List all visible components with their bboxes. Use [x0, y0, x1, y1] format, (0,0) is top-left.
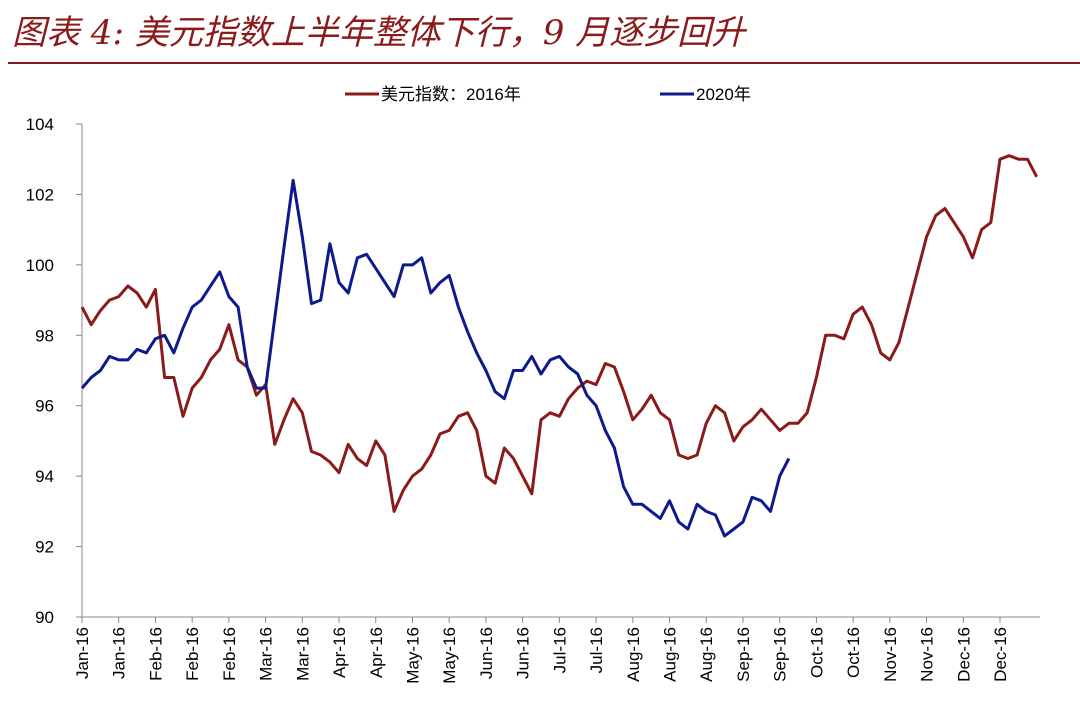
- x-tick-label: Oct-16: [807, 627, 826, 678]
- x-tick-label: Jun-16: [514, 627, 533, 679]
- y-tick-label: 104: [26, 115, 54, 134]
- x-tick-label: Jun-16: [477, 627, 496, 679]
- x-tick-label: Dec-16: [991, 627, 1010, 682]
- y-tick-label: 90: [35, 608, 54, 627]
- x-tick-label: Jul-16: [587, 627, 606, 673]
- x-tick-label: Apr-16: [330, 627, 349, 678]
- y-tick-label: 94: [35, 467, 54, 486]
- x-tick-label: Jul-16: [550, 627, 569, 673]
- legend-label: 2020年: [696, 85, 751, 104]
- x-tick-label: Feb-16: [183, 627, 202, 681]
- x-tick-label: Aug-16: [697, 627, 716, 682]
- x-tick-label: Dec-16: [954, 627, 973, 682]
- x-tick-label: Nov-16: [918, 627, 937, 682]
- chart-title: 图表 4: 美元指数上半年整体下行，9 月逐步回升: [12, 13, 748, 53]
- y-tick-label: 98: [35, 326, 54, 345]
- x-tick-label: Jan-16: [73, 627, 92, 679]
- y-tick-label: 92: [35, 538, 54, 557]
- y-tick-label: 102: [26, 185, 54, 204]
- x-tick-label: Jan-16: [110, 627, 129, 679]
- x-tick-label: Aug-16: [661, 627, 680, 682]
- x-tick-label: Aug-16: [624, 627, 643, 682]
- y-tick-label: 100: [26, 256, 54, 275]
- series-line: [80, 154, 1039, 513]
- x-tick-label: May-16: [440, 627, 459, 684]
- y-tick-label: 96: [35, 397, 54, 416]
- x-tick-label: Nov-16: [881, 627, 900, 682]
- x-tick-label: Feb-16: [146, 627, 165, 681]
- x-tick-label: Sep-16: [771, 627, 790, 682]
- x-tick-label: Sep-16: [734, 627, 753, 682]
- legend-label: 美元指数：2016年: [381, 85, 521, 104]
- x-tick-label: Apr-16: [367, 627, 386, 678]
- x-tick-label: Oct-16: [844, 627, 863, 678]
- x-tick-label: Feb-16: [220, 627, 239, 681]
- x-tick-label: Mar-16: [293, 627, 312, 681]
- series-line: [80, 178, 791, 538]
- x-tick-label: Mar-16: [257, 627, 276, 681]
- x-tick-label: May-16: [403, 627, 422, 684]
